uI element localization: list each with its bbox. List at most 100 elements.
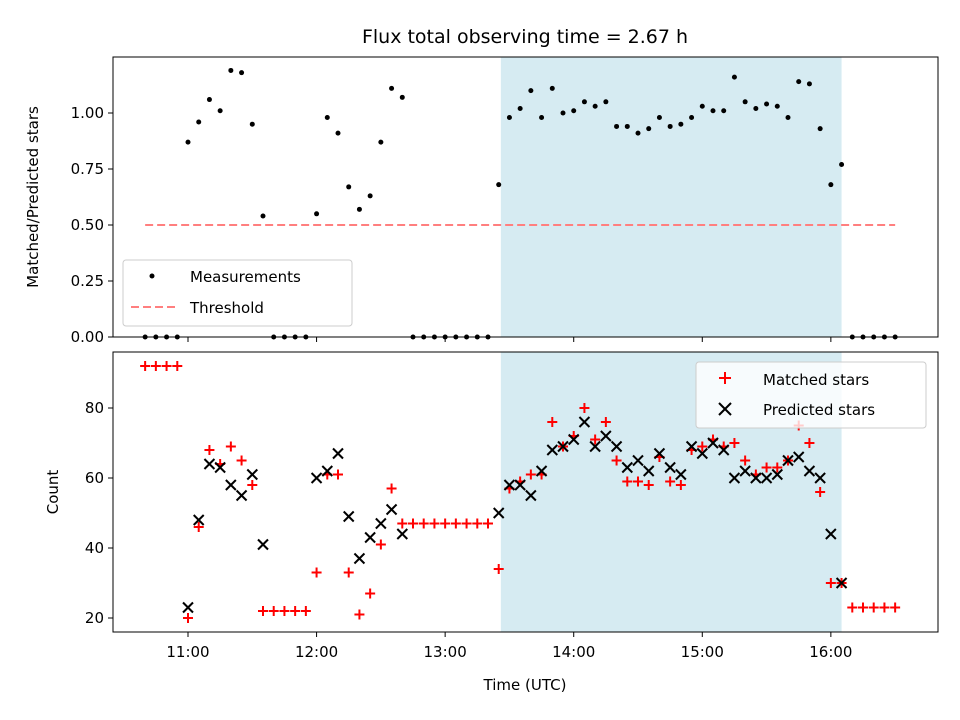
data-point xyxy=(825,528,837,540)
data-point xyxy=(539,114,545,120)
data-point xyxy=(547,417,558,427)
data-point xyxy=(664,461,676,474)
data-point xyxy=(378,139,384,145)
data-point xyxy=(332,447,344,460)
x-tick-label: 12:00 xyxy=(295,643,338,661)
series-measurements xyxy=(142,67,898,340)
data-point xyxy=(815,487,826,497)
data-point xyxy=(260,213,266,219)
top-y-axis-label: Matched/Predicted stars xyxy=(24,106,42,288)
data-point xyxy=(258,606,268,616)
data-point xyxy=(333,469,343,480)
data-point xyxy=(782,454,794,467)
data-point xyxy=(300,606,311,616)
data-point xyxy=(656,114,662,120)
legend-threshold-label: Threshold xyxy=(189,299,264,317)
data-point xyxy=(643,480,654,490)
data-point xyxy=(635,130,641,136)
data-point xyxy=(817,126,823,132)
data-point xyxy=(646,126,652,132)
data-point xyxy=(514,479,526,491)
data-point xyxy=(204,445,215,455)
data-point xyxy=(614,123,620,129)
data-point xyxy=(772,462,783,473)
data-point xyxy=(354,609,365,620)
data-point xyxy=(667,123,673,129)
data-point xyxy=(335,130,341,136)
data-point xyxy=(603,99,609,105)
y-tick-label: 20 xyxy=(85,609,104,627)
data-point xyxy=(611,455,622,466)
data-point xyxy=(689,114,695,120)
data-point xyxy=(622,476,633,487)
data-point xyxy=(581,99,587,105)
data-point xyxy=(793,451,805,463)
observing-window-band xyxy=(500,57,842,337)
data-point xyxy=(206,97,212,103)
y-tick-label: 0.50 xyxy=(71,216,104,234)
data-point xyxy=(803,465,816,477)
legend-measurements-marker xyxy=(149,273,155,279)
data-point xyxy=(183,613,193,623)
data-point xyxy=(675,480,686,490)
data-point xyxy=(356,206,362,212)
x-tick-label: 11:00 xyxy=(166,643,209,661)
legend-matched-label: Matched stars xyxy=(763,371,869,389)
y-tick-label: 0.75 xyxy=(71,160,104,178)
legend-predicted-label: Predicted stars xyxy=(763,401,875,419)
data-point xyxy=(578,416,591,428)
data-point xyxy=(418,518,429,529)
data-point xyxy=(847,602,858,613)
bottom-y-axis-label: Count xyxy=(44,470,62,515)
x-tick-label: 16:00 xyxy=(809,643,852,661)
data-point xyxy=(375,539,386,550)
data-point xyxy=(760,472,773,484)
series-matched-stars xyxy=(140,361,901,623)
data-point xyxy=(493,564,504,574)
data-point xyxy=(246,468,258,481)
data-point xyxy=(774,103,780,109)
data-point xyxy=(217,108,223,114)
data-point xyxy=(699,103,705,109)
data-point xyxy=(653,447,666,460)
data-point xyxy=(503,479,516,491)
data-point xyxy=(249,121,255,127)
data-point xyxy=(750,472,762,484)
data-point xyxy=(214,461,226,474)
data-point xyxy=(429,518,440,529)
data-point xyxy=(764,101,770,107)
data-point xyxy=(353,552,366,565)
data-point xyxy=(804,438,815,448)
data-point xyxy=(346,184,352,190)
data-point xyxy=(150,361,161,371)
data-point xyxy=(697,441,708,452)
data-point xyxy=(557,440,569,453)
data-point xyxy=(461,518,472,529)
data-point xyxy=(742,99,748,105)
data-point xyxy=(814,472,826,484)
data-point xyxy=(571,108,577,114)
data-point xyxy=(600,417,611,427)
data-point xyxy=(324,114,330,120)
bottom-legend-box xyxy=(695,361,927,429)
data-point xyxy=(868,602,879,613)
legend-measurements-label: Measurements xyxy=(190,268,301,286)
data-point xyxy=(624,123,630,129)
data-point xyxy=(367,193,373,199)
data-point xyxy=(739,465,751,477)
x-tick-label: 15:00 xyxy=(681,643,724,661)
data-point xyxy=(753,106,759,112)
data-point xyxy=(517,106,523,112)
data-point xyxy=(675,468,687,481)
y-tick-label: 60 xyxy=(85,469,104,487)
top-plot-area: 0.00 0.25 0.50 0.75 1.00 xyxy=(71,56,939,346)
data-point xyxy=(314,211,320,217)
axes-frame xyxy=(112,351,939,633)
top-panel: Flux total observing time = 2.67 h 0.000… xyxy=(24,26,939,346)
data-point xyxy=(568,433,580,446)
data-point xyxy=(858,602,868,613)
data-point xyxy=(365,588,376,599)
data-point xyxy=(560,110,566,116)
bottom-legend: Matched stars Predicted stars xyxy=(695,361,927,429)
